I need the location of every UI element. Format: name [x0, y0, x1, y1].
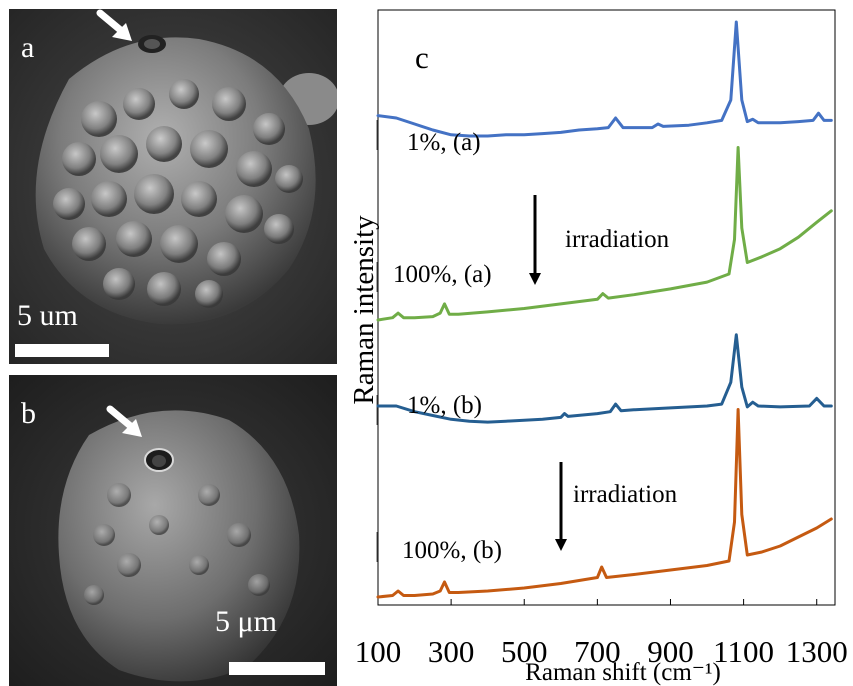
raman-chart-panel: 100 300 500 700 900 1100 1300 Raman shift (cm⁻¹… — [345, 0, 853, 686]
x-axis-label: Raman shift (cm⁻¹) — [525, 659, 721, 686]
series-label: 1%, (b) — [407, 392, 482, 419]
series-line-4 — [376, 408, 833, 599]
down-arrow-head-icon — [529, 273, 541, 285]
x-tick-label: 900 — [647, 634, 694, 669]
irradiation-label: irradiation — [565, 226, 670, 253]
series-label: 100%, (b) — [402, 537, 502, 564]
series-line-2 — [376, 146, 833, 322]
chart-labels: c 1%, (a) 100%, (a) 1%, (b) 100%, (b) irradia… — [393, 40, 678, 564]
panel-letter-b: b — [21, 397, 36, 430]
plot-frame — [377, 9, 836, 606]
panel-letter-c: c — [415, 40, 429, 75]
chart-axes: 100 300 500 700 900 1100 1300 Raman shift (cm⁻¹… — [348, 9, 848, 686]
series-line-1 — [376, 20, 833, 138]
white-arrow-icon — [96, 9, 132, 41]
y-axis-label: Raman intensity — [348, 215, 380, 405]
x-tick-label: 100 — [355, 634, 402, 669]
sem-micrograph-a — [9, 9, 337, 364]
x-tick-label: 500 — [501, 634, 548, 669]
chart-series — [376, 20, 833, 599]
x-tick-label: 1100 — [713, 634, 774, 669]
series-label: 100%, (a) — [393, 261, 492, 288]
series-label: 1%, (a) — [407, 129, 481, 156]
x-tick-label: 300 — [428, 634, 475, 669]
scale-bar-b — [229, 662, 325, 675]
sem-micrograph-b — [9, 375, 337, 686]
white-arrow-icon — [106, 405, 142, 437]
down-arrow-head-icon — [555, 539, 567, 551]
series-line-3 — [376, 333, 833, 424]
panel-letter-a: a — [21, 31, 35, 64]
scale-bar-label-b: 5 μm — [215, 605, 277, 638]
scale-bar-label-a: 5 um — [17, 299, 78, 332]
scale-bar-a — [15, 344, 109, 357]
irradiation-label: irradiation — [573, 481, 678, 508]
sem-image-panel-b: b 5 μm — [9, 375, 337, 686]
x-tick-label: 1300 — [786, 634, 848, 669]
x-tick-label: 700 — [574, 634, 621, 669]
raman-chart: 100 300 500 700 900 1100 1300 Raman shift (cm⁻¹… — [348, 9, 848, 686]
sem-image-panel-a: a 5 um — [9, 9, 337, 364]
